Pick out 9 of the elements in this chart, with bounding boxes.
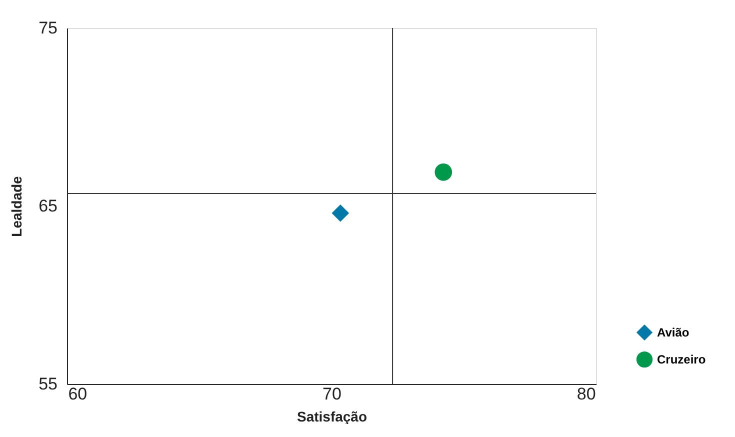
x-tick-label: 80: [576, 384, 596, 404]
y-tick-label: 75: [38, 18, 58, 38]
y-axis-title: Lealdade: [8, 176, 25, 237]
y-tick-label: 55: [38, 374, 58, 394]
x-tick-label: 60: [68, 384, 88, 404]
x-tick-label: 70: [322, 384, 342, 404]
y-tick-label: 65: [38, 196, 58, 216]
legend-label: Avião: [657, 326, 690, 340]
legend-label: Cruzeiro: [657, 352, 706, 366]
